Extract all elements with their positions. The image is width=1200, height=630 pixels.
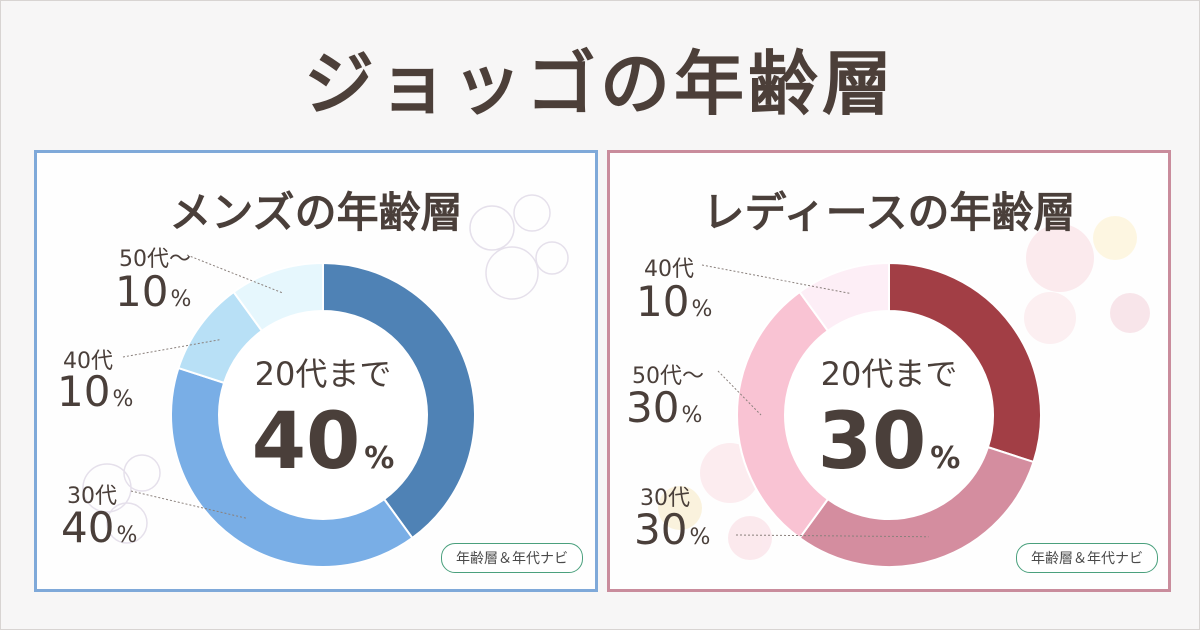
mens-center-label: 20代まで — [254, 355, 392, 393]
womens-center-value: 30% — [779, 397, 999, 487]
mens-chart-title: メンズの年齢層 — [169, 188, 463, 237]
womens-label-40s-number: 10 — [636, 277, 690, 326]
mens-label-30s-number: 40 — [61, 503, 115, 552]
mens-slice-0 — [322, 261, 476, 540]
womens-leader-line-0 — [701, 264, 850, 294]
womens-label-30s-age: 30代 — [640, 486, 690, 511]
womens-center-number: 30 — [817, 397, 927, 487]
womens-age-panel: レディースの年齢層 20代まで 30% 40代 10% 50代〜 30% 30代… — [607, 150, 1171, 592]
mens-center-value: 40% — [213, 397, 433, 487]
womens-label-40s-age: 40代 — [644, 257, 694, 282]
mens-label-50s-value: 10% — [115, 267, 191, 316]
womens-label-50s-value: 30% — [626, 383, 702, 432]
womens-chart-title: レディースの年齢層 — [702, 188, 1076, 237]
mens-donut-hole — [220, 312, 426, 518]
mens-leader-line-0 — [186, 254, 284, 294]
mens-label-40s-unit: % — [112, 387, 134, 412]
mens-label-30s-age: 30代 — [67, 484, 117, 509]
womens-label-40s-value: 10% — [636, 277, 712, 326]
mens-label-50s-age: 50代〜 — [119, 247, 191, 272]
flower-decoration-top — [82, 194, 569, 544]
page-title: ジョッゴの年齢層 — [304, 43, 896, 125]
womens-label-30s-unit: % — [689, 525, 711, 550]
womens-donut-hole — [786, 312, 992, 518]
womens-donut-chart — [701, 261, 1042, 568]
womens-label-30s-number: 30 — [634, 505, 688, 554]
mens-label-30s-unit: % — [116, 523, 138, 548]
womens-site-badge: 年齢層＆年代ナビ — [1016, 543, 1158, 573]
womens-label-50s-unit: % — [681, 403, 703, 428]
womens-label-40s-unit: % — [691, 297, 713, 322]
mens-label-50s-number: 10 — [115, 267, 169, 316]
mens-label-40s-value: 10% — [57, 367, 133, 416]
mens-slice-3 — [232, 261, 324, 333]
mens-age-panel: メンズの年齢層 20代まで 40% 50代〜 10% 40代 10% 30代 4… — [34, 150, 598, 592]
womens-label-30s-value: 30% — [634, 505, 710, 554]
mens-leader-line-1 — [122, 339, 220, 358]
womens-leader-line-2 — [735, 534, 929, 538]
mens-label-30s-value: 40% — [61, 503, 137, 552]
mens-center-unit: % — [364, 441, 395, 476]
mens-label-40s-age: 40代 — [63, 349, 113, 374]
mens-label-50s-unit: % — [170, 287, 192, 312]
mens-slice-1 — [170, 366, 414, 568]
mens-donut-chart — [122, 254, 476, 568]
mens-site-badge: 年齢層＆年代ナビ — [441, 543, 583, 573]
mens-label-40s-number: 10 — [57, 367, 111, 416]
womens-label-50s-number: 30 — [626, 383, 680, 432]
mens-center-number: 40 — [251, 397, 361, 487]
womens-slice-3 — [798, 261, 890, 333]
womens-center-label: 20代まで — [820, 355, 958, 393]
womens-label-50s-age: 50代〜 — [632, 364, 704, 389]
womens-center-unit: % — [930, 441, 961, 476]
